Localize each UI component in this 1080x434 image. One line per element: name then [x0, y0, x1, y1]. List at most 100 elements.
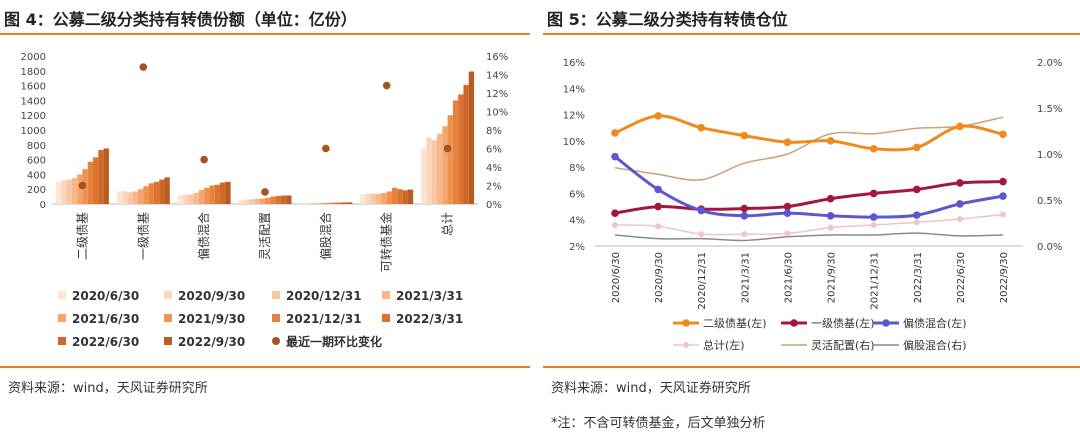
- y-right-tick-label: 0%: [486, 200, 502, 211]
- bar: [280, 195, 287, 204]
- x-tick-label: 一级债基: [136, 212, 150, 260]
- data-point: [913, 219, 920, 226]
- legend-label: 一级债基(左): [811, 316, 875, 330]
- data-point: [956, 200, 964, 208]
- legend-label: 偏股混合(右): [903, 338, 967, 352]
- bar: [360, 194, 366, 204]
- y-left-tick-label: 0: [40, 200, 46, 211]
- series-line: [614, 114, 1004, 152]
- y-right-tick-label: 0.0%: [1037, 242, 1062, 253]
- legend-swatch: [58, 314, 66, 322]
- legend-label: 2021/12/31: [286, 312, 362, 326]
- x-tick-label: 总计: [441, 212, 455, 236]
- bar: [148, 183, 154, 204]
- bar: [275, 195, 281, 204]
- x-tick-label: 2020/6/30: [611, 252, 622, 303]
- y-right-tick-label: 10%: [486, 108, 508, 119]
- data-point: [912, 185, 921, 194]
- legend-label: 2021/3/31: [396, 289, 463, 303]
- bar: [347, 202, 353, 204]
- x-tick-label: 2022/3/31: [913, 252, 924, 303]
- y-right-tick-label: 8%: [486, 126, 502, 137]
- scatter-point: [322, 144, 330, 153]
- data-point: [999, 130, 1007, 139]
- x-tick-label: 2021/9/30: [827, 252, 838, 303]
- bar: [127, 192, 133, 204]
- y-right-tick-label: 2%: [486, 182, 502, 193]
- x-tick-label: 二级债基: [75, 212, 89, 260]
- bar: [55, 181, 62, 204]
- data-point: [740, 131, 749, 140]
- data-point: [956, 122, 964, 131]
- y-left-tick-label: 16%: [563, 58, 585, 69]
- data-point: [826, 211, 835, 220]
- legend-swatch: [164, 337, 172, 345]
- legend-marker: [790, 319, 798, 327]
- bar: [331, 202, 337, 204]
- data-point: [654, 185, 662, 194]
- scatter-point: [382, 81, 391, 90]
- legend-label: 2020/6/30: [72, 289, 139, 303]
- bar: [137, 189, 144, 204]
- bar: [392, 187, 398, 204]
- scatter-point: [78, 181, 87, 190]
- y-left-tick-label: 800: [27, 141, 46, 152]
- data-point: [611, 129, 619, 137]
- bar: [265, 197, 271, 204]
- bar: [468, 71, 475, 204]
- scatter-point: [443, 144, 452, 153]
- right-figure-panel: 图 5：公募二级分类持有转债仓位 2% 4% 6% 8% 10% 12% 14% 16% 0.0…: [543, 0, 1080, 434]
- y-right-tick-label: 4%: [486, 163, 502, 174]
- x-tick-label: 2022/9/30: [999, 252, 1010, 303]
- data-point: [783, 209, 792, 217]
- legend-label: 2020/12/31: [286, 289, 362, 303]
- bar: [132, 191, 138, 204]
- bar: [214, 184, 221, 204]
- series-line: [614, 232, 1004, 242]
- bar: [407, 189, 414, 204]
- holdings-bar-chart: 0 200 400 600 800 1000 1200 1400 1600 1800 2000 0% 2…: [21, 52, 509, 349]
- bar: [402, 190, 408, 204]
- bar: [198, 189, 205, 204]
- bar: [376, 193, 382, 204]
- legend-swatch: [272, 314, 280, 322]
- bar: [220, 182, 226, 204]
- y-right-tick-label: 6%: [486, 145, 502, 156]
- legend-label: 2021/9/30: [178, 312, 245, 326]
- legend-marker: [683, 342, 689, 348]
- data-point: [654, 202, 662, 211]
- y-left-tick-label: 600: [27, 156, 46, 167]
- y-left-tick-label: 8%: [569, 163, 585, 174]
- legend-swatch: [58, 337, 66, 345]
- y-right-tick-label: 1.5%: [1037, 104, 1062, 115]
- bar: [426, 137, 432, 204]
- y-right-tick-label: 12%: [486, 89, 508, 100]
- bar: [270, 196, 276, 204]
- legend-label: 2020/9/30: [178, 289, 245, 303]
- footnote-text: *注：不含可转债基金，后文单独分析: [551, 416, 766, 431]
- bar: [386, 191, 393, 204]
- source-rule: [543, 366, 1080, 368]
- bar: [87, 161, 94, 204]
- data-point: [697, 123, 706, 132]
- bar: [122, 191, 128, 204]
- y-right-tick-label: 2.0%: [1037, 58, 1062, 69]
- x-tick-label: 偏债混合: [196, 212, 211, 260]
- data-point: [654, 112, 662, 120]
- data-point: [956, 179, 964, 187]
- figure-title: 图 5：公募二级分类持有转债仓位: [547, 10, 788, 29]
- source-text: 资料来源：wind，天风证券研究所: [8, 381, 208, 396]
- x-tick-label: 2022/6/30: [956, 252, 967, 303]
- legend-label: 最近一期环比变化: [286, 334, 382, 349]
- legend-swatch: [164, 314, 172, 322]
- scatter-point: [200, 155, 208, 164]
- bar: [309, 203, 316, 204]
- legend-swatch: [382, 291, 390, 299]
- y-right-tick-label: 0.5%: [1037, 196, 1062, 207]
- data-point: [1000, 211, 1006, 218]
- bar: [93, 157, 99, 204]
- x-tick-label: 2020/9/30: [654, 252, 665, 303]
- data-point: [783, 202, 792, 211]
- legend-label: 总计(左): [703, 338, 745, 352]
- x-tick-label: 2021/6/30: [783, 252, 794, 303]
